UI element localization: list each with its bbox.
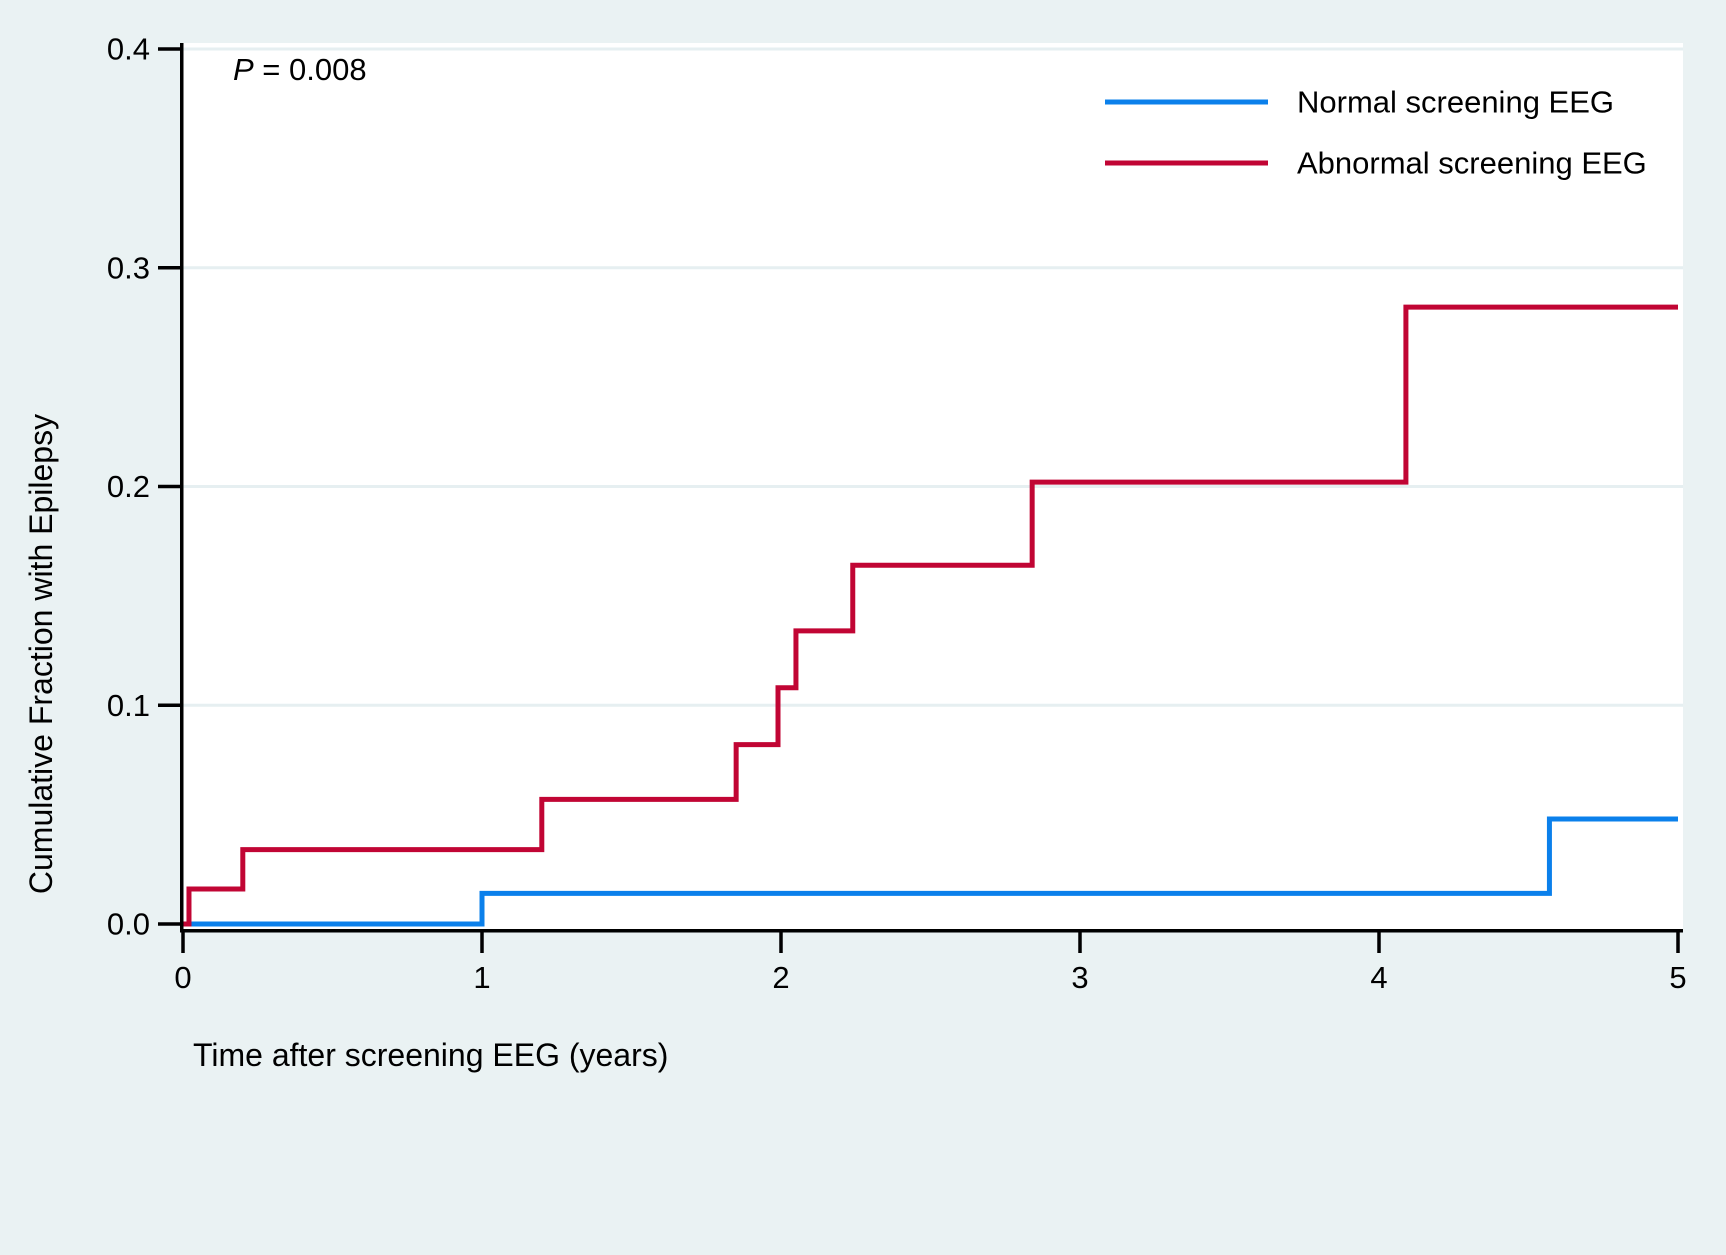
x-tick-label-5: 5 [1669, 960, 1686, 995]
normal-screening-eeg-label: Normal screening EEG [1297, 85, 1614, 120]
series-curves [183, 304, 1678, 927]
y-tick-labels: 0.4 0.3 0.2 0.1 0.0 [107, 32, 150, 942]
x-tick-label-3: 3 [1071, 960, 1088, 995]
y-tick-marks [158, 47, 180, 926]
legend: Normal screening EEG Abnormal screening … [1105, 85, 1647, 181]
x-axis-title: Time after screening EEG (years) [193, 1037, 668, 1073]
x-tick-labels: 0 1 2 3 4 5 [174, 960, 1686, 995]
x-tick-label-0: 0 [174, 960, 191, 995]
y-tick-label-0.4: 0.4 [107, 32, 150, 67]
abnormal-screening-eeg-curve [183, 304, 1678, 927]
p-value-symbol: P [233, 52, 254, 87]
x-tick-marks [181, 932, 1680, 953]
abnormal-screening-eeg-label: Abnormal screening EEG [1297, 146, 1647, 181]
x-tick-label-1: 1 [473, 960, 490, 995]
y-axis-title: Cumulative Fraction with Epilepsy [23, 414, 59, 894]
axes [180, 43, 1683, 933]
normal-screening-eeg-curve [183, 816, 1678, 927]
p-value-annotation: P = 0.008 [233, 52, 367, 87]
y-tick-label-0.1: 0.1 [107, 688, 150, 723]
y-tick-label-0.2: 0.2 [107, 469, 150, 504]
gridlines [181, 47, 1683, 707]
y-tick-label-0.0: 0.0 [107, 907, 150, 942]
x-tick-label-2: 2 [772, 960, 789, 995]
p-value-text: = 0.008 [254, 52, 367, 87]
y-tick-label-0.3: 0.3 [107, 250, 150, 285]
x-tick-label-4: 4 [1370, 960, 1387, 995]
